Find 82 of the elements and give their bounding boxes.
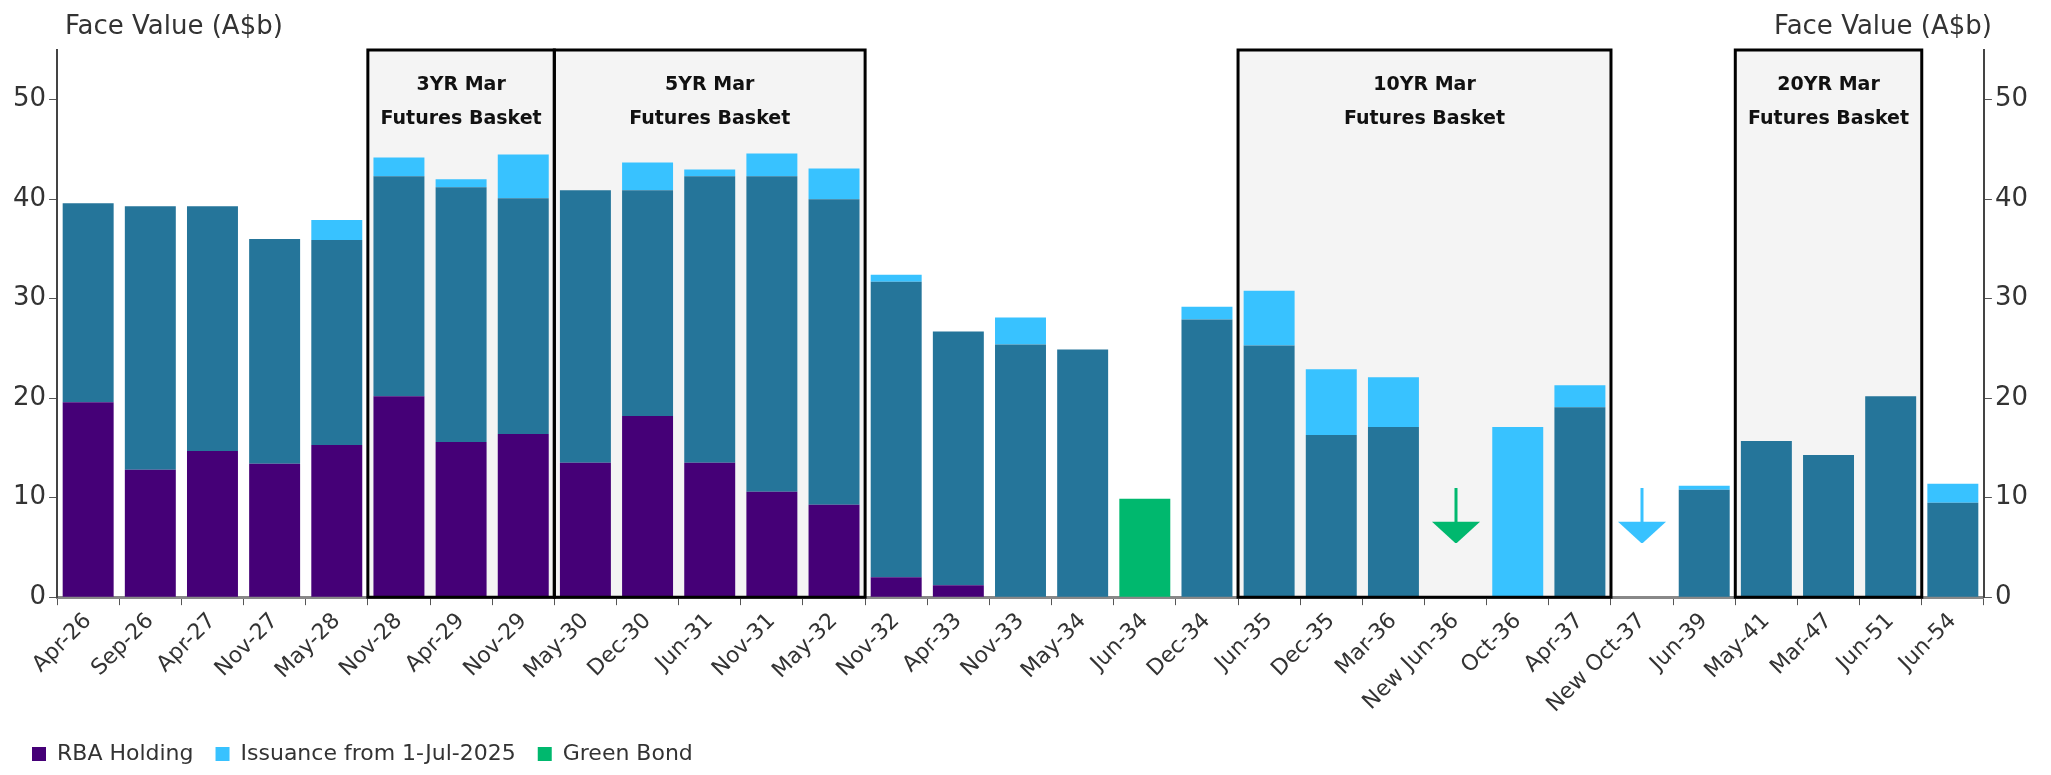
bar xyxy=(684,169,736,177)
bar xyxy=(684,176,736,463)
bar xyxy=(1927,483,1979,503)
bar xyxy=(1119,498,1171,597)
bar xyxy=(435,187,487,442)
y-tick-label: 40 xyxy=(12,181,47,212)
bar xyxy=(1678,489,1730,597)
bar xyxy=(311,444,363,597)
bar xyxy=(870,274,922,282)
y-tick-label: 30 xyxy=(12,281,47,312)
bar xyxy=(1554,385,1606,408)
bar xyxy=(622,190,674,417)
bar xyxy=(1305,369,1357,435)
bar xyxy=(1554,407,1606,597)
bar xyxy=(435,179,487,188)
y-tick-label: 10 xyxy=(12,480,47,511)
bar xyxy=(373,176,425,397)
bar xyxy=(746,176,798,492)
bar xyxy=(1181,306,1233,320)
bar xyxy=(559,462,611,597)
bar xyxy=(1181,319,1233,597)
bar xyxy=(497,154,549,199)
y2-tick-label: 0 xyxy=(1994,579,2012,610)
bar xyxy=(746,491,798,597)
bar xyxy=(186,206,238,451)
y-tick-label: 20 xyxy=(12,380,47,411)
bar xyxy=(746,153,798,177)
bar xyxy=(684,462,736,597)
y-tick-label: 50 xyxy=(12,82,47,113)
bar xyxy=(1305,435,1357,597)
bar xyxy=(808,504,860,597)
y2-tick-label: 50 xyxy=(1994,82,2029,113)
bar xyxy=(311,220,363,241)
bar xyxy=(186,450,238,597)
bar xyxy=(808,199,860,505)
bar xyxy=(1865,396,1917,597)
y-axis-title: Face Value (A$b) xyxy=(65,10,283,40)
bar xyxy=(932,585,984,597)
bar xyxy=(1243,290,1295,346)
bar xyxy=(62,402,114,597)
bar xyxy=(62,203,114,403)
legend-label: RBA Holding xyxy=(57,739,194,765)
bar xyxy=(870,281,922,578)
bar xyxy=(995,317,1046,345)
bar xyxy=(622,162,674,191)
band-label: 20YR Mar Futures Basket xyxy=(1748,71,1910,128)
y2-tick-label: 10 xyxy=(1994,480,2029,511)
bar xyxy=(249,463,301,597)
legend-label: Issuance from 1-Jul-2025 xyxy=(240,739,516,765)
band-label: 5YR Mar Futures Basket xyxy=(629,71,791,128)
bar xyxy=(1057,349,1109,597)
bar xyxy=(1803,454,1855,597)
bar xyxy=(124,469,176,597)
bar xyxy=(249,239,301,464)
bar xyxy=(870,577,922,597)
bar xyxy=(808,168,860,200)
bar xyxy=(559,190,611,463)
y2-tick-label: 20 xyxy=(1994,380,2029,411)
bar xyxy=(311,240,363,445)
bar xyxy=(1678,485,1730,490)
y2-tick-label: 40 xyxy=(1994,181,2029,212)
y2-tick-label: 30 xyxy=(1994,281,2029,312)
bar xyxy=(435,441,487,597)
bar xyxy=(124,206,176,470)
bar xyxy=(373,396,425,597)
bar xyxy=(1367,377,1419,428)
bar xyxy=(497,198,549,434)
y-tick-label: 0 xyxy=(29,579,47,610)
band-label: 10YR Mar Futures Basket xyxy=(1343,71,1506,128)
legend-label: Green Bond xyxy=(562,739,693,765)
band-label: 3YR Mar Futures Basket xyxy=(380,71,542,128)
bar xyxy=(1243,345,1295,597)
bar xyxy=(622,416,674,597)
bar xyxy=(1367,427,1419,597)
bar xyxy=(1492,427,1544,597)
bar xyxy=(497,434,549,597)
bar xyxy=(1927,502,1979,597)
bar xyxy=(995,344,1046,597)
bar xyxy=(1740,440,1792,597)
y2-axis-title: Face Value (A$b) xyxy=(1774,10,1992,40)
bar xyxy=(373,157,425,177)
bar xyxy=(932,331,984,586)
